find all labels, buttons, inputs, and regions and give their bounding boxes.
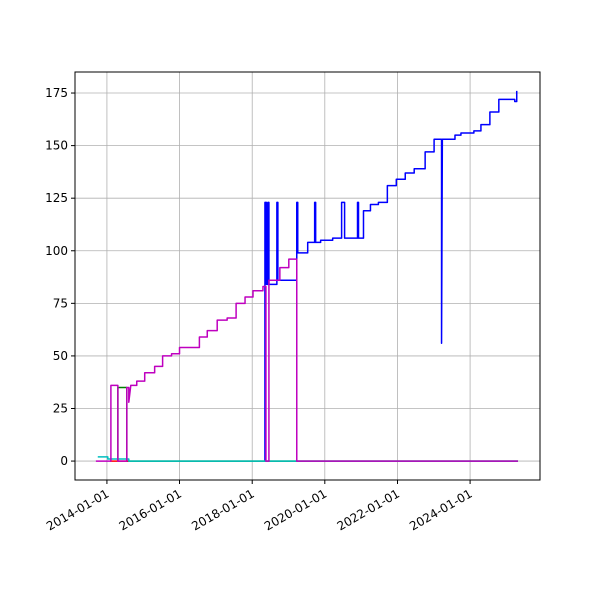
series-line xyxy=(95,258,519,462)
y-tick-label: 100 xyxy=(45,244,68,258)
y-tick-label: 150 xyxy=(45,139,68,153)
y-tick-label: 50 xyxy=(53,349,68,363)
y-tick-label: 25 xyxy=(53,401,68,415)
series-line xyxy=(264,90,518,462)
axes-frame xyxy=(74,71,541,481)
y-tick-label: 175 xyxy=(45,86,68,100)
y-tick-label: 125 xyxy=(45,191,68,205)
grid xyxy=(75,72,540,480)
lines xyxy=(95,90,519,462)
y-tick-label: 0 xyxy=(60,454,68,468)
y-tick-label: 75 xyxy=(53,296,68,310)
